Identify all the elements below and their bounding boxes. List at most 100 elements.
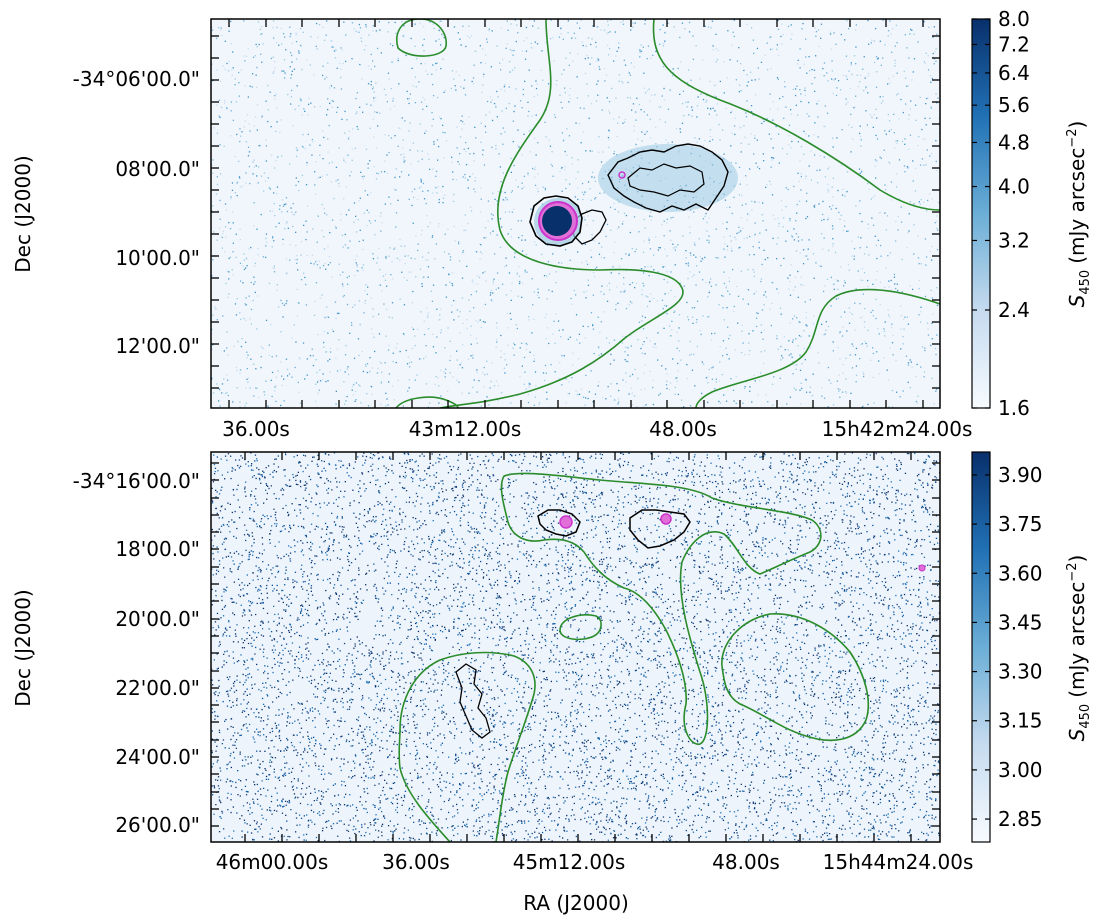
noise-pixel xyxy=(418,161,419,162)
noise-pixel xyxy=(763,121,764,122)
noise-pixel xyxy=(787,278,788,279)
noise-pixel xyxy=(828,326,829,327)
noise-pixel xyxy=(524,384,525,385)
noise-pixel xyxy=(525,239,526,240)
noise-pixel xyxy=(462,278,463,279)
noise-pixel xyxy=(532,278,533,279)
noise-pixel xyxy=(365,300,366,301)
noise-pixel xyxy=(340,220,341,221)
noise-pixel xyxy=(393,607,394,608)
noise-pixel xyxy=(883,599,884,600)
noise-pixel xyxy=(336,391,337,392)
noise-pixel xyxy=(445,369,446,370)
noise-pixel xyxy=(785,206,786,207)
noise-pixel xyxy=(452,285,453,286)
noise-pixel xyxy=(816,31,817,32)
noise-pixel xyxy=(820,645,821,646)
noise-pixel xyxy=(333,331,334,332)
noise-pixel xyxy=(796,364,797,365)
noise-pixel xyxy=(410,671,411,672)
noise-pixel xyxy=(419,187,420,188)
noise-pixel xyxy=(533,355,534,356)
noise-pixel xyxy=(766,635,767,636)
noise-pixel xyxy=(609,819,610,820)
noise-pixel xyxy=(924,21,925,22)
noise-pixel xyxy=(907,166,908,167)
noise-pixel xyxy=(290,33,291,34)
noise-pixel xyxy=(803,330,804,331)
noise-pixel xyxy=(716,61,717,62)
noise-pixel xyxy=(924,376,925,377)
noise-pixel xyxy=(345,354,346,355)
noise-pixel xyxy=(274,167,275,168)
noise-pixel xyxy=(240,780,241,781)
noise-pixel xyxy=(261,26,262,27)
noise-pixel xyxy=(888,314,889,315)
noise-pixel xyxy=(615,304,616,305)
noise-pixel xyxy=(400,154,401,155)
noise-pixel xyxy=(465,46,466,47)
noise-pixel xyxy=(936,170,937,171)
noise-pixel xyxy=(883,357,884,358)
noise-pixel xyxy=(591,370,592,371)
noise-pixel xyxy=(412,291,413,292)
noise-pixel xyxy=(897,604,898,605)
noise-pixel xyxy=(421,283,422,284)
noise-pixel xyxy=(327,333,328,334)
noise-pixel xyxy=(853,346,854,347)
noise-pixel xyxy=(763,363,764,364)
noise-pixel xyxy=(754,254,755,255)
noise-pixel xyxy=(785,349,786,350)
noise-pixel xyxy=(389,662,390,663)
noise-pixel xyxy=(297,150,298,151)
noise-pixel xyxy=(913,203,914,204)
noise-pixel xyxy=(803,131,804,132)
noise-pixel xyxy=(493,281,494,282)
noise-pixel xyxy=(388,381,389,382)
noise-pixel xyxy=(438,483,439,484)
noise-pixel xyxy=(805,301,806,302)
noise-pixel xyxy=(368,405,369,406)
noise-pixel xyxy=(615,97,616,98)
noise-pixel xyxy=(528,751,529,752)
noise-pixel xyxy=(719,124,720,125)
noise-pixel xyxy=(436,336,437,337)
noise-pixel xyxy=(268,109,269,110)
noise-pixel xyxy=(756,291,757,292)
noise-pixel xyxy=(381,700,382,701)
noise-pixel xyxy=(601,781,602,782)
noise-pixel xyxy=(524,822,525,823)
noise-pixel xyxy=(347,247,348,248)
noise-pixel xyxy=(624,289,625,290)
noise-pixel xyxy=(664,221,665,222)
noise-pixel xyxy=(802,363,803,364)
noise-pixel xyxy=(450,341,451,342)
noise-pixel xyxy=(591,234,592,235)
noise-pixel xyxy=(392,386,393,387)
noise-pixel xyxy=(893,335,894,336)
noise-pixel xyxy=(671,759,672,760)
noise-pixel xyxy=(740,90,741,91)
noise-pixel xyxy=(799,696,800,697)
noise-pixel xyxy=(258,21,259,22)
noise-pixel xyxy=(658,107,659,108)
noise-pixel xyxy=(469,37,470,38)
noise-pixel xyxy=(591,839,592,840)
noise-pixel xyxy=(896,392,897,393)
noise-pixel xyxy=(230,228,231,229)
noise-pixel xyxy=(228,278,229,279)
noise-pixel xyxy=(475,320,476,321)
noise-pixel xyxy=(504,368,505,369)
noise-pixel xyxy=(310,65,311,66)
noise-pixel xyxy=(372,60,373,61)
noise-pixel xyxy=(459,261,460,262)
noise-pixel xyxy=(568,20,569,21)
noise-pixel xyxy=(351,683,352,684)
noise-pixel xyxy=(606,33,607,34)
noise-pixel xyxy=(412,302,413,303)
noise-pixel xyxy=(485,63,486,64)
noise-pixel xyxy=(414,189,415,190)
noise-pixel xyxy=(444,801,445,802)
noise-pixel xyxy=(749,168,750,169)
noise-pixel xyxy=(621,22,622,23)
